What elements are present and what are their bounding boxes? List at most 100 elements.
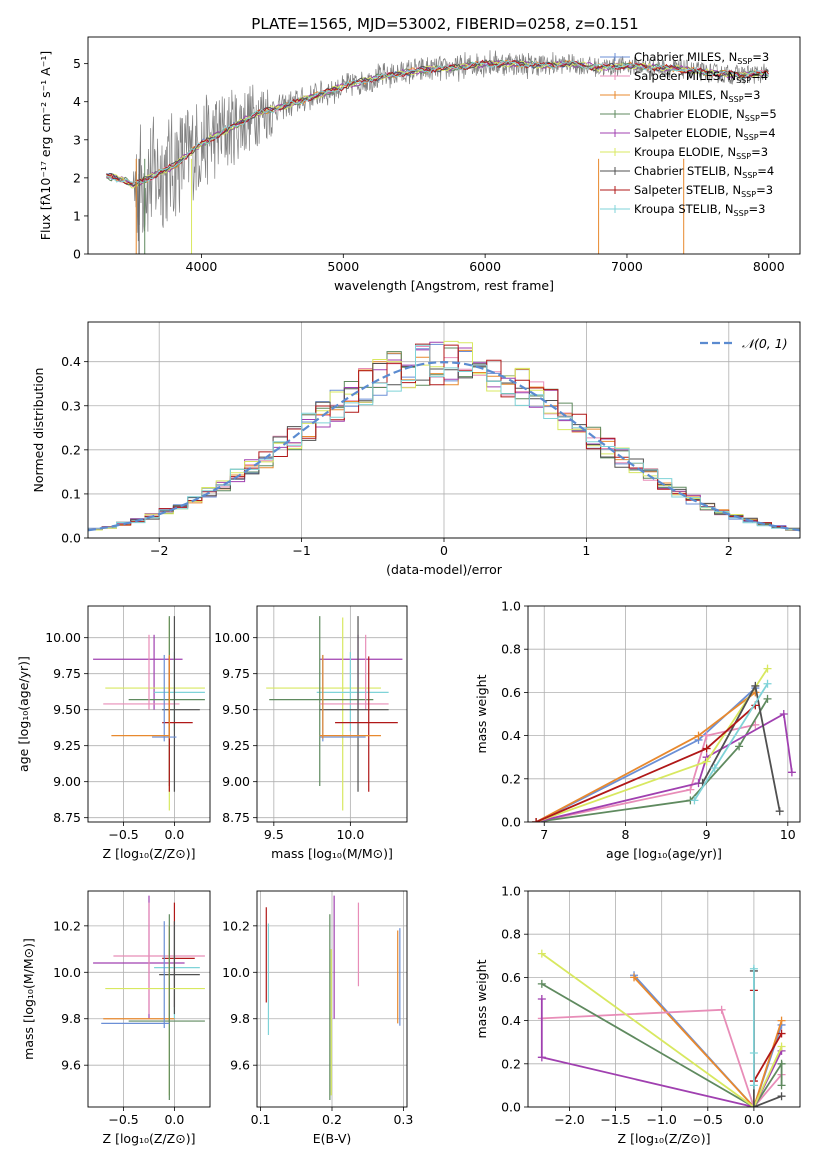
- y-tick-label: 10.0: [53, 965, 81, 980]
- axes-frame: [527, 605, 801, 823]
- x-axis-label: E(B-V): [313, 1131, 352, 1146]
- weight-marker: [702, 757, 711, 766]
- mass_vs_Z-plot-area: [93, 895, 205, 1101]
- y-tick-label: 0.6: [501, 970, 521, 985]
- y-axis-label: mass weight: [474, 959, 489, 1038]
- weight-marker: [749, 1049, 758, 1057]
- x-tick-label: 0.2: [322, 1112, 342, 1127]
- x-tick-label: −1.0: [647, 1112, 677, 1127]
- y-tick-label: 1.0: [501, 884, 521, 899]
- y-tick-label: 9.00: [53, 774, 81, 789]
- weight-marker: [710, 764, 719, 772]
- y-tick-label: 10.0: [222, 965, 250, 980]
- legend-value: =3: [751, 145, 768, 159]
- age_vs_mass-plot-area: [266, 616, 403, 811]
- x-tick-label: −0.5: [108, 827, 138, 842]
- mass_vs_Z-axes: −0.5 0.0 9.6 9.8 10.0 10.2 Z [log₁₀(Z/Z⊙)] mass…: [21, 890, 211, 1146]
- legend-value: =3: [756, 183, 773, 197]
- spectrum-plot-area: [106, 50, 769, 254]
- legend-label: Chabrier STELIB, NSSP=4: [634, 164, 774, 180]
- x-tick-label: 7: [540, 827, 548, 842]
- y-tick-label: 9.8: [61, 1011, 81, 1026]
- y-tick-label: 10.00: [214, 630, 250, 645]
- weight-line-kroupa-elodie: [535, 668, 769, 822]
- x-axis-label: age [log₁₀(age/yr)]: [606, 846, 722, 861]
- x-tick-label: 2: [725, 543, 733, 558]
- weight-marker: [777, 1092, 786, 1101]
- x-tick-label: −1.5: [600, 1112, 630, 1127]
- weight-marker: [735, 742, 744, 751]
- weight-marker: [717, 1005, 726, 1014]
- legend-value: =3: [752, 50, 769, 64]
- x-tick-label: −0.5: [693, 1112, 723, 1127]
- x-axis-label: Z [log₁₀(Z/Z⊙)]: [618, 1131, 711, 1146]
- y-tick-label: 0.1: [61, 486, 81, 501]
- x-tick-label: 8: [621, 827, 629, 842]
- x-tick-label: −2: [150, 543, 168, 558]
- model-spectrum-kroupa-stelib: [106, 59, 769, 185]
- weight-marker: [690, 796, 699, 805]
- weight-marker: [777, 1029, 786, 1038]
- x-tick-label: 0.1: [251, 1112, 271, 1127]
- x-tick-label: 0.0: [744, 1112, 764, 1127]
- y-tick-label: 0.2: [61, 442, 81, 457]
- weight-marker: [686, 785, 695, 794]
- y-tick-label: 9.6: [61, 1058, 81, 1073]
- legend-label: Chabrier ELODIE, NSSP=5: [634, 107, 777, 123]
- legend-text: Kroupa MILES, N: [634, 88, 729, 102]
- legend-subscript: SSP: [736, 76, 751, 85]
- legend-label: Chabrier MILES, NSSP=3: [634, 50, 769, 66]
- weight-marker: [777, 1081, 786, 1090]
- y-tick-label: 1: [73, 208, 81, 223]
- y-tick-label: 0.6: [501, 685, 521, 700]
- y-tick-label: 5: [73, 56, 81, 71]
- axes-frame: [87, 605, 211, 823]
- y-tick-label: 3: [73, 132, 81, 147]
- x-tick-label: 4000: [186, 259, 218, 274]
- axes-frame: [87, 36, 801, 255]
- y-tick-label: 0.0: [501, 1100, 521, 1115]
- x-tick-label: 0.0: [164, 1112, 184, 1127]
- y-tick-label: 9.50: [222, 702, 250, 717]
- model-spectrum-kroupa-elodie: [106, 60, 769, 189]
- weight-marker: [779, 710, 788, 718]
- legend-text: Chabrier MILES, N: [634, 50, 737, 64]
- weight-marker: [630, 973, 639, 982]
- x-tick-label: −2.0: [554, 1112, 584, 1127]
- x-tick-label: 0: [440, 543, 448, 558]
- y-axis-label: mass [log₁₀(M/M⊙)]: [21, 938, 36, 1060]
- y-axis-label: mass weight: [474, 674, 489, 753]
- legend-value: =4: [759, 126, 776, 140]
- weight-marker: [537, 1053, 546, 1062]
- y-tick-label: 2: [73, 170, 81, 185]
- legend-value: =5: [760, 107, 777, 121]
- legend-text: Salpeter ELODIE, N: [634, 126, 744, 140]
- legend-text: Chabrier STELIB, N: [634, 164, 742, 178]
- spectrum-axes: 4000 5000 6000 7000 8000 0 1 2 3 4 5 wavelength [An…: [38, 36, 801, 293]
- weight-marker: [777, 1016, 786, 1025]
- y-axis-label: Flux [fλ10⁻¹⁷ erg cm⁻² s⁻¹ A⁻¹]: [38, 51, 53, 240]
- y-tick-label: 9.75: [53, 666, 81, 681]
- weight-marker: [694, 731, 703, 740]
- y-tick-label: 8.75: [53, 810, 81, 825]
- x-tick-label: 5000: [327, 259, 359, 274]
- legend-subscript: SSP: [729, 95, 744, 104]
- y-tick-label: 9.6: [230, 1058, 250, 1073]
- residuals-plot-area: [88, 340, 800, 532]
- residuals-axes: −2 −1 0 1 2 0.0 0.1 0.2 0.3 0.4 (data-model)/error…: [31, 321, 801, 577]
- x-tick-label: 0.0: [164, 827, 184, 842]
- x-axis-label: Z [log₁₀(Z/Z⊙)]: [103, 846, 196, 861]
- y-tick-label: 9.25: [53, 738, 81, 753]
- y-tick-label: 9.00: [222, 774, 250, 789]
- legend-text: Chabrier ELODIE, N: [634, 107, 745, 121]
- age_vs_Z-axes: −0.5 0.0 8.75 9.00 9.25 9.50 9.75 10.00 Z [log₁₀…: [16, 605, 211, 861]
- x-tick-label: 10.0: [336, 827, 364, 842]
- massweight_vs_age-plot-area: [532, 664, 796, 822]
- age_vs_Z-plot-area: [93, 616, 205, 811]
- x-tick-label: 9: [703, 827, 711, 842]
- observed-spectrum: [106, 50, 769, 242]
- legend-subscript: SSP: [734, 209, 749, 218]
- weight-marker: [537, 949, 546, 958]
